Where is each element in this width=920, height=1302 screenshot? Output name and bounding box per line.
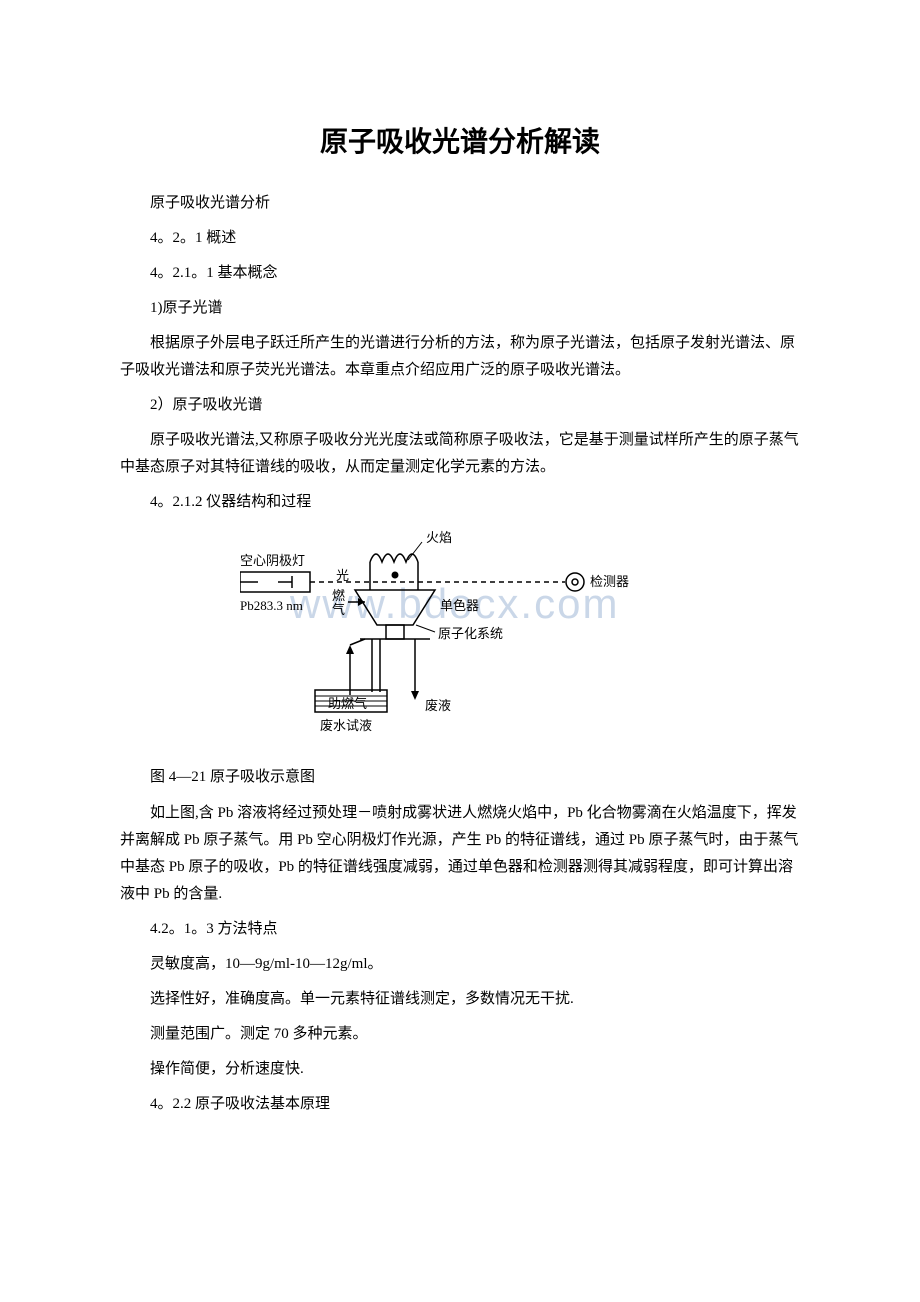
para-operation: 操作简便，分析速度快.: [120, 1056, 800, 1083]
waste-down-arrow-icon: [411, 691, 419, 700]
flame-dot-icon: [392, 572, 399, 579]
instrument-diagram: www.bdocx.com 空心阴极灯 Pb283.3 nm 光 火焰 单色器: [240, 530, 800, 755]
heading-atomic-absorption: 2）原子吸收光谱: [120, 392, 800, 419]
burner-stem-icon: [386, 625, 404, 639]
flame-pointer-icon: [408, 542, 422, 560]
atomization-pointer-icon: [416, 625, 435, 632]
heading-atomic-spectrum: 1)原子光谱: [120, 295, 800, 322]
lamp-label: 空心阴极灯: [240, 553, 305, 568]
detector-outer-icon: [566, 573, 584, 591]
light-label: 光: [336, 568, 349, 583]
auxfuel-label: 助燃气: [328, 696, 367, 711]
monochromator-label: 单色器: [440, 598, 479, 613]
diagram-svg: 空心阴极灯 Pb283.3 nm 光 火焰 单色器 燃 气: [240, 530, 660, 750]
detector-label: 检测器: [590, 574, 629, 589]
heading-principle: 4。2.2 原子吸收法基本原理: [120, 1091, 800, 1118]
page-title: 原子吸收光谱分析解读: [120, 120, 800, 160]
para-atomic-absorption-desc: 原子吸收光谱法,又称原子吸收分光光度法或简称原子吸收法，它是基于测量试样所产生的…: [120, 427, 800, 481]
atomization-label: 原子化系统: [438, 626, 503, 641]
heading-basic-concepts: 4。2.1。1 基本概念: [120, 260, 800, 287]
burner-icon: [355, 590, 435, 625]
para-sensitivity: 灵敏度高，10—9g/ml-10—12g/ml。: [120, 951, 800, 978]
heading-overview: 4。2。1 概述: [120, 225, 800, 252]
para-atomic-spectrum-desc: 根据原子外层电子跃迁所产生的光谱进行分析的方法，称为原子光谱法，包括原子发射光谱…: [120, 330, 800, 384]
para-intro: 原子吸收光谱分析: [120, 190, 800, 217]
detector-inner-icon: [572, 579, 578, 585]
sample-up-arrow-icon: [346, 645, 354, 654]
flame-label: 火焰: [426, 530, 452, 545]
wastewater-label: 废水试液: [320, 718, 372, 733]
fuel-label1: 燃: [332, 588, 345, 603]
para-figure-desc: 如上图,含 Pb 溶液将经过预处理－喷射成雾状进人燃烧火焰中，Pb 化合物雾滴在…: [120, 800, 800, 908]
heading-instrument: 4。2.1.2 仪器结构和过程: [120, 489, 800, 516]
fuel-label2: 气: [332, 602, 345, 617]
figure-caption: 图 4—21 原子吸收示意图: [120, 765, 800, 786]
document-page: 原子吸收光谱分析解读 原子吸收光谱分析 4。2。1 概述 4。2.1。1 基本概…: [0, 0, 920, 1186]
pb-wavelength-label: Pb283.3 nm: [240, 598, 303, 613]
heading-method-features: 4.2。1。3 方法特点: [120, 916, 800, 943]
wasteliquid-label: 废液: [425, 698, 451, 713]
para-selectivity: 选择性好，准确度高。单一元素特征谱线测定，多数情况无干扰.: [120, 986, 800, 1013]
para-range: 测量范围广。测定 70 多种元素。: [120, 1021, 800, 1048]
flame-wave-icon: [370, 554, 418, 562]
sample-up-join-icon: [350, 639, 365, 645]
